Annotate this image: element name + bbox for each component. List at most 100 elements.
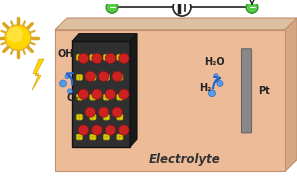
Circle shape [119,94,123,98]
Circle shape [79,94,83,98]
Circle shape [106,117,110,120]
Circle shape [90,94,93,98]
Circle shape [119,74,123,78]
Circle shape [90,117,93,120]
FancyBboxPatch shape [241,49,252,133]
Circle shape [76,114,80,118]
Circle shape [119,136,123,140]
Circle shape [117,134,123,140]
Circle shape [92,134,96,138]
Circle shape [106,114,110,118]
Circle shape [76,94,80,98]
Circle shape [76,134,83,140]
Circle shape [103,54,110,60]
Circle shape [76,74,80,78]
Circle shape [90,54,96,60]
Circle shape [106,94,110,98]
Circle shape [103,114,110,120]
Circle shape [106,57,110,60]
Circle shape [119,114,123,118]
Circle shape [90,97,93,100]
Circle shape [79,57,83,60]
Circle shape [90,134,93,138]
Circle shape [119,53,129,64]
Circle shape [67,89,72,94]
Text: H₂O: H₂O [204,57,224,67]
Circle shape [79,134,83,138]
Polygon shape [285,18,297,171]
Circle shape [92,97,96,100]
Text: Pt: Pt [258,86,270,96]
Circle shape [92,74,96,78]
Circle shape [99,107,109,117]
Circle shape [103,74,107,78]
Polygon shape [130,34,137,147]
Circle shape [90,57,93,60]
Circle shape [92,114,96,118]
Circle shape [90,74,93,78]
Circle shape [119,97,123,100]
Circle shape [90,54,93,58]
Circle shape [117,94,123,100]
Circle shape [76,54,83,60]
Circle shape [90,77,93,80]
Circle shape [79,54,83,58]
Circle shape [103,54,107,58]
Circle shape [79,97,83,100]
Circle shape [106,97,110,100]
Circle shape [173,0,191,16]
Circle shape [103,57,107,60]
Text: O₂: O₂ [67,93,79,103]
Circle shape [106,134,110,138]
Polygon shape [72,41,130,147]
Circle shape [105,89,116,99]
Text: −: − [248,3,256,12]
Text: Electrolyte: Electrolyte [149,153,221,166]
Circle shape [112,107,122,117]
Circle shape [117,117,120,120]
Circle shape [103,94,110,100]
Circle shape [79,136,83,140]
Circle shape [119,57,123,60]
Circle shape [90,136,93,140]
Circle shape [76,94,83,100]
Circle shape [59,80,67,87]
Circle shape [105,125,116,135]
Circle shape [92,117,96,120]
Circle shape [76,134,80,138]
Circle shape [117,54,120,58]
Circle shape [103,134,107,138]
Circle shape [119,77,123,80]
Circle shape [79,77,83,80]
Circle shape [85,71,95,81]
Circle shape [106,136,110,140]
Circle shape [79,114,83,118]
Circle shape [119,54,123,58]
Circle shape [90,114,96,120]
Circle shape [79,74,83,78]
Circle shape [79,117,83,120]
Circle shape [76,74,83,81]
Circle shape [76,57,80,60]
Circle shape [208,90,216,97]
Circle shape [92,54,96,58]
Circle shape [103,77,107,80]
Circle shape [92,94,96,98]
Circle shape [99,71,109,81]
Polygon shape [72,34,137,41]
Circle shape [78,125,89,135]
Circle shape [117,114,120,118]
Circle shape [103,134,110,140]
Polygon shape [55,18,297,30]
Circle shape [103,74,110,81]
Polygon shape [32,59,44,90]
Circle shape [119,117,123,120]
Polygon shape [55,30,285,171]
Circle shape [85,107,95,117]
Circle shape [117,134,120,138]
Circle shape [119,89,129,99]
Circle shape [106,54,110,58]
Circle shape [76,54,80,58]
Circle shape [65,75,69,79]
Circle shape [217,81,223,86]
